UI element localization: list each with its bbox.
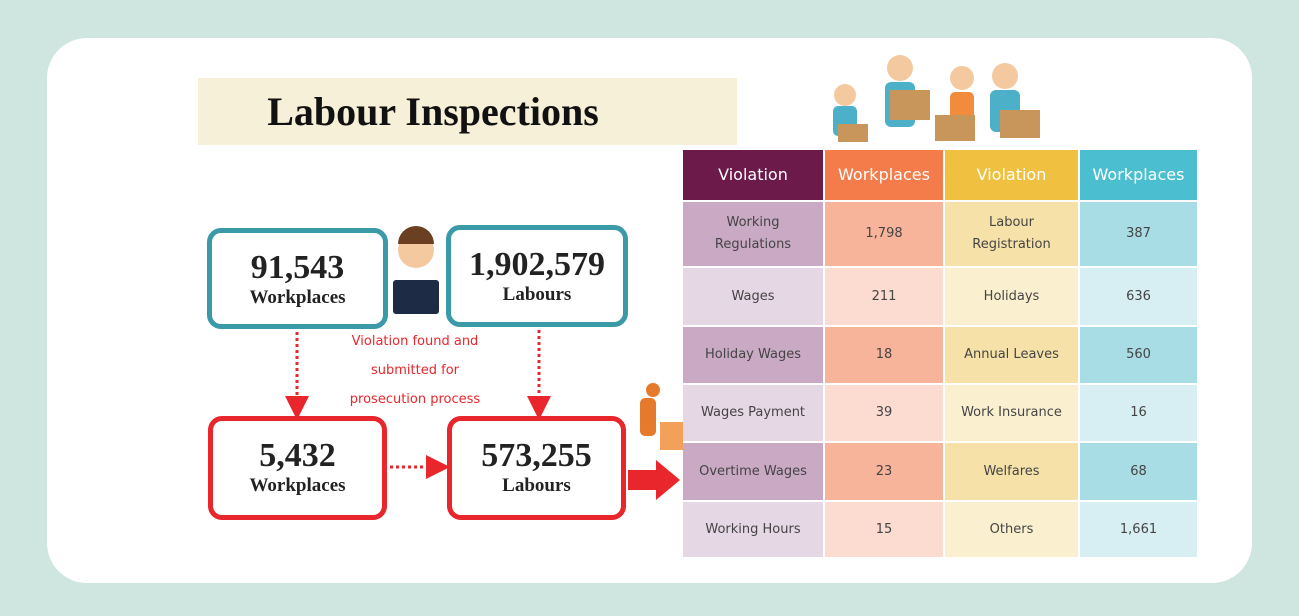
stat-label: Labours — [502, 284, 572, 305]
table-cell: Welfares — [945, 441, 1080, 500]
table-cell: 16 — [1080, 383, 1199, 441]
table-cell: Wages — [683, 266, 825, 325]
stat-number: 5,432 — [259, 437, 336, 474]
stat-label: Workplaces — [249, 475, 346, 496]
table-cell: 68 — [1080, 441, 1199, 500]
table-cell: 211 — [825, 266, 945, 325]
stat-box: 91,543 Workplaces — [207, 228, 388, 329]
table-cell: 387 — [1080, 200, 1199, 266]
table-cell: 1,661 — [1080, 500, 1199, 557]
workers-icon — [833, 55, 1040, 142]
stat-box: 573,255 Labours — [447, 416, 626, 520]
note-line: Violation found and — [351, 334, 479, 349]
stat-number: 573,255 — [481, 437, 592, 474]
operator-icon — [393, 226, 439, 314]
title-band — [198, 78, 737, 145]
table-cell: Overtime Wages — [683, 441, 825, 500]
stat-number: 1,902,579 — [469, 246, 605, 283]
stat-box: 1,902,579 Labours — [446, 225, 628, 327]
table-header: Violation — [945, 150, 1080, 200]
table-cell: 18 — [825, 325, 945, 383]
table-cell: Working Hours — [683, 500, 825, 557]
table-cell: 560 — [1080, 325, 1199, 383]
table-cell: Annual Leaves — [945, 325, 1080, 383]
table-cell: Work Insurance — [945, 383, 1080, 441]
stat-box: 5,432 Workplaces — [208, 416, 387, 520]
table-cell: Holiday Wages — [683, 325, 825, 383]
table-header: Workplaces — [1080, 150, 1199, 200]
note-line: prosecution process — [349, 392, 481, 407]
table-cell: Labour Registration — [945, 200, 1080, 266]
note-line: submitted for — [371, 363, 459, 378]
table-cell: 15 — [825, 500, 945, 557]
table-header: Workplaces — [825, 150, 945, 200]
table-cell: 1,798 — [825, 200, 945, 266]
title: Labour Inspections — [267, 89, 599, 134]
table-cell: Working Regulations — [683, 200, 825, 266]
table-cell: Wages Payment — [683, 383, 825, 441]
table-cell: 636 — [1080, 266, 1199, 325]
table-cell: Others — [945, 500, 1080, 557]
big-arrow — [628, 460, 680, 500]
mover-icon — [640, 383, 684, 450]
table-cell: 23 — [825, 441, 945, 500]
table-header: Violation — [683, 150, 825, 200]
stat-number: 91,543 — [250, 249, 345, 286]
stat-label: Labours — [502, 475, 571, 496]
stat-label: Workplaces — [249, 287, 346, 308]
table-cell: 39 — [825, 383, 945, 441]
table-cell: Holidays — [945, 266, 1080, 325]
